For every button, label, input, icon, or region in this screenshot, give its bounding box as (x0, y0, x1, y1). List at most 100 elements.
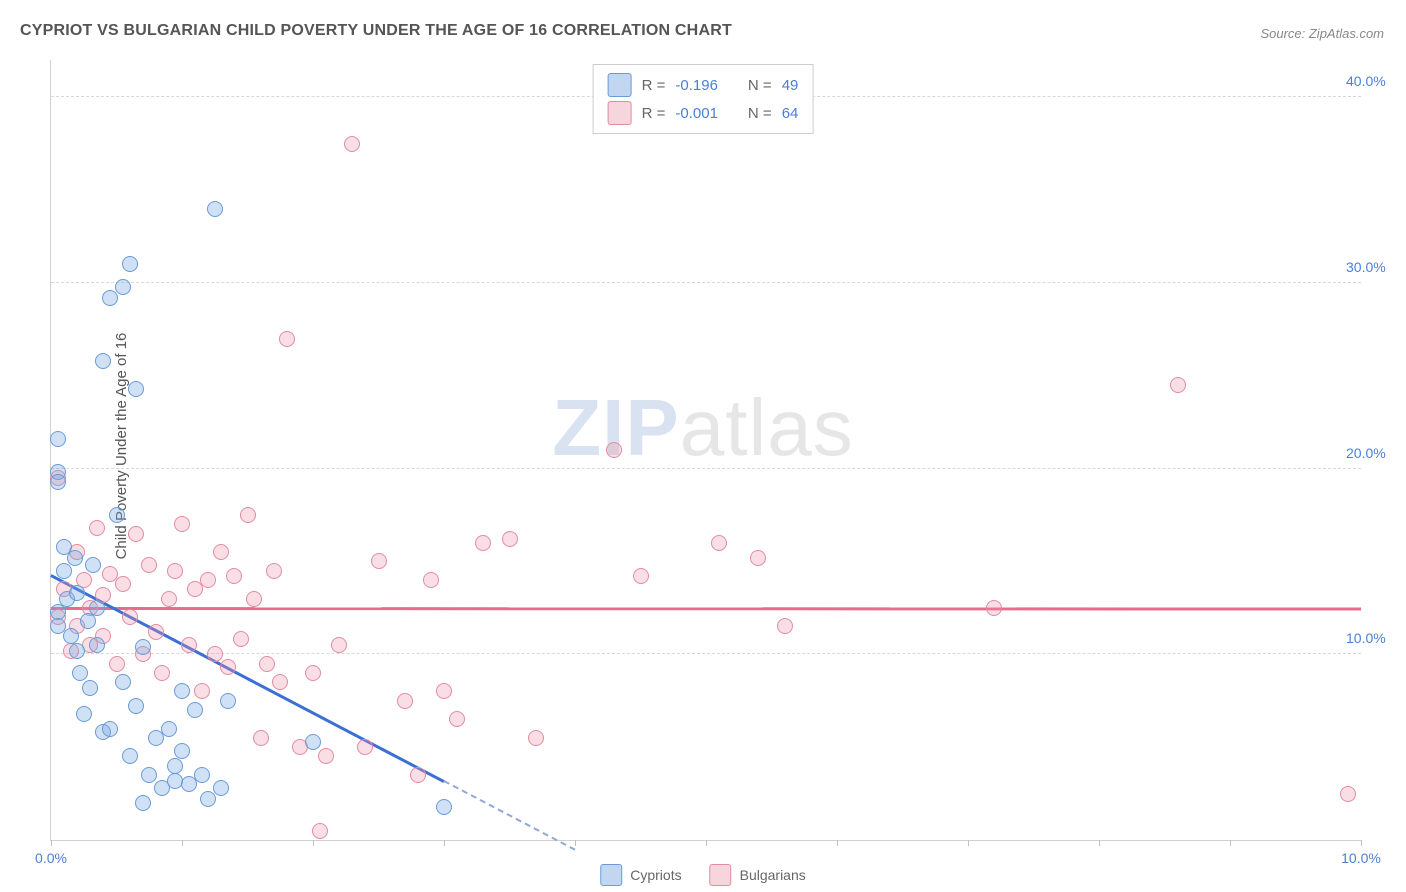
series-legend: Cypriots Bulgarians (600, 864, 806, 886)
data-point (122, 609, 138, 625)
data-point (986, 600, 1002, 616)
data-point (135, 795, 151, 811)
legend-item-cypriots: Cypriots (600, 864, 681, 886)
data-point (777, 618, 793, 634)
data-point (200, 572, 216, 588)
data-point (89, 637, 105, 653)
data-point (69, 643, 85, 659)
data-point (371, 553, 387, 569)
trend-line (51, 607, 1361, 610)
data-point (449, 711, 465, 727)
data-point (220, 693, 236, 709)
x-tick (1230, 840, 1231, 846)
data-point (436, 799, 452, 815)
data-point (331, 637, 347, 653)
trend-line (50, 574, 444, 782)
data-point (213, 544, 229, 560)
data-point (305, 665, 321, 681)
data-point (50, 431, 66, 447)
data-point (115, 674, 131, 690)
x-tick (575, 840, 576, 846)
data-point (207, 201, 223, 217)
data-point (122, 748, 138, 764)
data-point (711, 535, 727, 551)
data-point (475, 535, 491, 551)
data-point (174, 743, 190, 759)
gridline (51, 468, 1361, 469)
trend-line (444, 781, 576, 851)
data-point (633, 568, 649, 584)
data-point (167, 758, 183, 774)
x-tick (313, 840, 314, 846)
y-tick-label: 10.0% (1346, 630, 1406, 646)
gridline (51, 653, 1361, 654)
data-point (279, 331, 295, 347)
data-point (528, 730, 544, 746)
data-point (128, 698, 144, 714)
chart-title: CYPRIOT VS BULGARIAN CHILD POVERTY UNDER… (20, 22, 732, 40)
data-point (122, 256, 138, 272)
x-tick (444, 840, 445, 846)
x-tick (1361, 840, 1362, 846)
data-point (167, 563, 183, 579)
correlation-legend: R = -0.196 N = 49 R = -0.001 N = 64 (593, 64, 814, 134)
data-point (220, 659, 236, 675)
data-point (141, 767, 157, 783)
data-point (253, 730, 269, 746)
data-point (161, 721, 177, 737)
data-point (109, 656, 125, 672)
data-point (606, 442, 622, 458)
data-point (135, 639, 151, 655)
data-point (89, 520, 105, 536)
data-point (312, 823, 328, 839)
legend-swatch-blue (600, 864, 622, 886)
data-point (109, 507, 125, 523)
data-point (181, 637, 197, 653)
data-point (85, 557, 101, 573)
legend-swatch-pink (608, 101, 632, 125)
x-tick (182, 840, 183, 846)
legend-swatch-pink (710, 864, 732, 886)
data-point (82, 680, 98, 696)
data-point (174, 683, 190, 699)
data-point (102, 290, 118, 306)
data-point (194, 767, 210, 783)
data-point (63, 628, 79, 644)
data-point (240, 507, 256, 523)
x-tick (706, 840, 707, 846)
data-point (397, 693, 413, 709)
x-tick (1099, 840, 1100, 846)
data-point (357, 739, 373, 755)
x-tick (968, 840, 969, 846)
data-point (436, 683, 452, 699)
data-point (56, 563, 72, 579)
scatter-plot: 10.0%20.0%30.0%40.0%0.0%10.0% (50, 60, 1361, 841)
data-point (194, 683, 210, 699)
data-point (213, 780, 229, 796)
data-point (128, 526, 144, 542)
data-point (76, 706, 92, 722)
data-point (1340, 786, 1356, 802)
x-tick-label: 0.0% (35, 850, 67, 866)
data-point (272, 674, 288, 690)
data-point (750, 550, 766, 566)
x-tick (837, 840, 838, 846)
data-point (115, 279, 131, 295)
y-tick-label: 40.0% (1346, 73, 1406, 89)
data-point (174, 516, 190, 532)
legend-item-bulgarians: Bulgarians (710, 864, 806, 886)
data-point (200, 791, 216, 807)
data-point (305, 734, 321, 750)
data-point (50, 474, 66, 490)
data-point (187, 702, 203, 718)
data-point (141, 557, 157, 573)
data-point (95, 353, 111, 369)
data-point (67, 550, 83, 566)
data-point (344, 136, 360, 152)
data-point (89, 600, 105, 616)
data-point (423, 572, 439, 588)
data-point (207, 646, 223, 662)
y-tick-label: 30.0% (1346, 259, 1406, 275)
x-tick-label: 10.0% (1341, 850, 1381, 866)
data-point (318, 748, 334, 764)
